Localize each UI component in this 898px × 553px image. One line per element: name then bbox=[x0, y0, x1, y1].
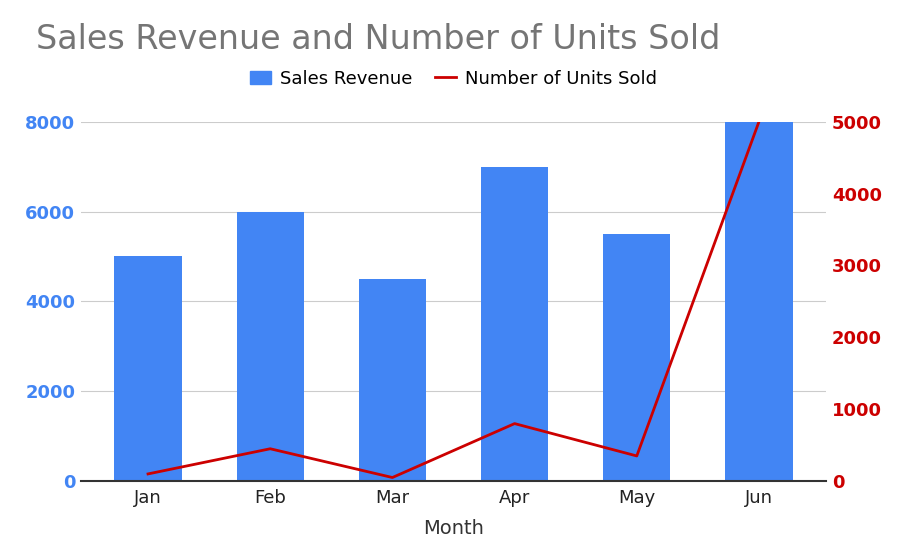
X-axis label: Month: Month bbox=[423, 519, 484, 538]
Bar bbox=[114, 257, 181, 481]
Bar bbox=[481, 166, 548, 481]
Legend: Sales Revenue, Number of Units Sold: Sales Revenue, Number of Units Sold bbox=[242, 62, 665, 95]
Bar bbox=[603, 234, 671, 481]
Text: Sales Revenue and Number of Units Sold: Sales Revenue and Number of Units Sold bbox=[36, 23, 720, 56]
Bar bbox=[726, 122, 793, 481]
Bar bbox=[236, 211, 304, 481]
Bar bbox=[359, 279, 426, 481]
